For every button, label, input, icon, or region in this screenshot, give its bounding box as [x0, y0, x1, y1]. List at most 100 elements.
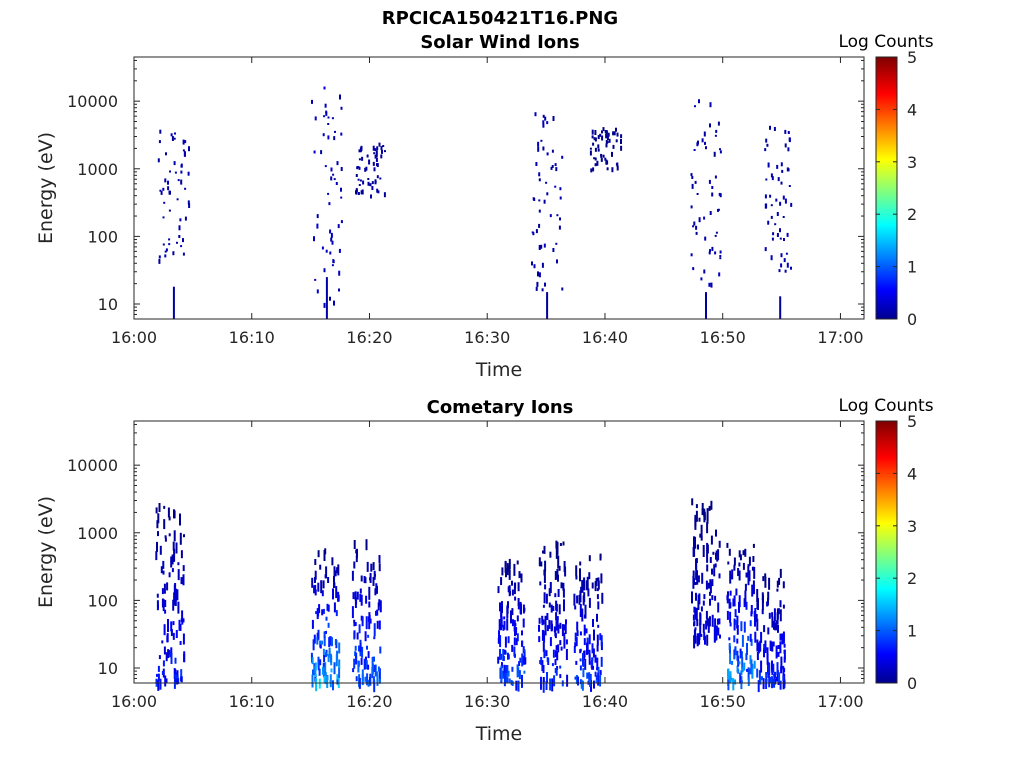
count-pixel [787, 147, 790, 152]
count-pixel [771, 612, 774, 618]
count-pixel [167, 180, 169, 185]
count-pixel [750, 605, 753, 614]
count-pixel [321, 640, 324, 645]
count-pixel [620, 139, 622, 144]
count-pixel [753, 660, 756, 669]
count-pixel [779, 600, 782, 608]
count-pixel [182, 618, 185, 623]
count-pixel [728, 637, 731, 641]
count-pixel [766, 647, 769, 660]
count-pixel [554, 571, 557, 580]
count-pixel [719, 255, 722, 257]
count-pixel [353, 622, 356, 627]
axes-cometary: 16:00 16:10 16:20 16:30 16:40 16:50 17:00 10 100… [67, 421, 864, 711]
count-pixel [500, 577, 503, 586]
count-pixel [690, 253, 693, 257]
count-pixel [155, 507, 158, 514]
count-pixel [616, 162, 619, 167]
count-pixel [561, 624, 564, 637]
count-pixel [756, 652, 759, 660]
count-pixel [587, 588, 590, 597]
count-pixel [330, 668, 333, 673]
count-pixel [578, 594, 581, 605]
count-pixel [761, 598, 764, 611]
count-pixel [561, 287, 564, 291]
count-pixel [179, 641, 182, 645]
y-tick-label: 10 [98, 659, 118, 678]
count-pixel [373, 656, 375, 662]
count-pixel [166, 633, 169, 643]
low-energy-column [779, 296, 782, 319]
count-pixel [383, 192, 386, 198]
count-pixel [174, 171, 177, 174]
count-pixel [782, 631, 785, 644]
count-pixel [779, 609, 782, 622]
count-pixel [158, 503, 161, 512]
count-pixel [184, 187, 187, 190]
count-pixel [177, 179, 180, 182]
count-pixel [741, 667, 744, 673]
count-pixel [320, 580, 323, 594]
count-pixel [561, 155, 564, 159]
count-pixel [711, 192, 714, 197]
count-pixel [580, 679, 583, 689]
count-pixel [698, 633, 701, 641]
count-pixel [340, 106, 343, 110]
count-pixel [591, 129, 594, 135]
count-pixel [321, 609, 324, 616]
count-pixel [563, 632, 566, 637]
count-pixel [606, 167, 609, 171]
count-pixel [375, 150, 378, 156]
count-pixel [591, 643, 594, 654]
count-pixel [770, 173, 773, 178]
count-pixel [164, 609, 167, 614]
count-pixel [615, 139, 618, 143]
count-pixel [573, 593, 576, 606]
count-pixel [693, 622, 695, 627]
count-pixel [620, 134, 623, 139]
count-pixel [698, 517, 701, 522]
count-pixel [378, 678, 381, 684]
count-pixel [760, 631, 763, 643]
count-pixel [546, 192, 549, 196]
count-pixel [538, 272, 541, 278]
burst-2 [351, 539, 382, 693]
count-pixel [579, 568, 581, 582]
count-pixel [548, 602, 551, 608]
count-pixel [361, 156, 364, 161]
colorbar-label-solar-wind: Log Counts [838, 32, 933, 52]
count-pixel [565, 619, 567, 625]
count-pixel [767, 220, 770, 225]
count-pixel [538, 178, 541, 182]
low-energy-column [172, 286, 175, 319]
count-pixel [731, 678, 734, 682]
count-pixel [359, 588, 362, 594]
count-pixel [774, 223, 777, 226]
count-pixel [358, 149, 361, 153]
count-pixel [779, 568, 782, 578]
count-pixel [790, 202, 793, 207]
count-pixel [552, 606, 555, 611]
count-pixel [740, 651, 743, 659]
count-pixel [542, 146, 545, 151]
count-pixel [691, 176, 694, 179]
count-pixel [616, 165, 619, 171]
count-pixel [754, 615, 756, 627]
count-pixel [375, 610, 377, 616]
count-pixel [558, 565, 561, 571]
count-pixel [726, 594, 729, 604]
count-pixel [538, 223, 541, 228]
count-pixel [333, 662, 336, 675]
count-pixel [499, 635, 502, 648]
count-pixel [773, 608, 776, 622]
count-pixel [556, 259, 558, 264]
count-pixel [596, 657, 599, 669]
count-pixel [601, 130, 603, 134]
count-pixel [158, 140, 161, 144]
count-pixel [767, 627, 770, 635]
count-pixel [593, 680, 595, 689]
count-pixel [370, 563, 373, 572]
count-pixel [545, 650, 548, 657]
count-pixel [180, 164, 183, 168]
count-pixel [516, 664, 519, 678]
